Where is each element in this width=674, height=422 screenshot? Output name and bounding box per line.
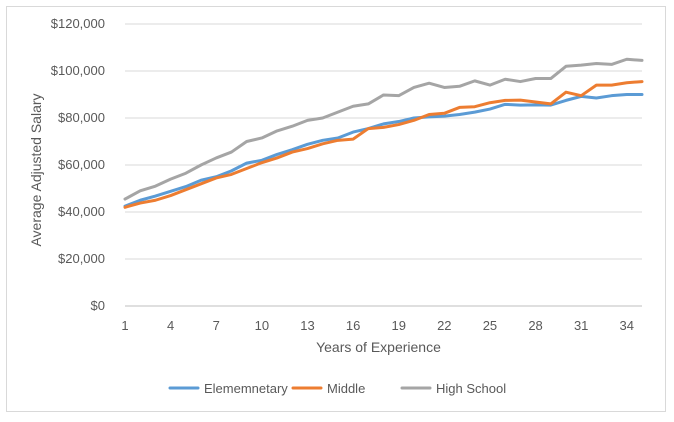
x-tick-label: 28 bbox=[528, 318, 542, 333]
x-tick-label: 1 bbox=[121, 318, 128, 333]
y-tick-label: $0 bbox=[91, 298, 105, 313]
y-tick-label: $100,000 bbox=[51, 63, 105, 78]
x-axis-title: Years of Experience bbox=[316, 339, 441, 355]
x-tick-label: 25 bbox=[483, 318, 497, 333]
x-tick-label: 16 bbox=[346, 318, 360, 333]
legend-label-2: High School bbox=[436, 381, 506, 396]
y-tick-label: $60,000 bbox=[58, 157, 105, 172]
series-line-0 bbox=[123, 93, 644, 208]
y-tick-label: $20,000 bbox=[58, 251, 105, 266]
legend-label-0: Elememnetary bbox=[204, 381, 288, 396]
x-tick-label: 31 bbox=[574, 318, 588, 333]
y-tick-label: $120,000 bbox=[51, 16, 105, 31]
x-tick-label: 19 bbox=[391, 318, 405, 333]
x-tick-label: 10 bbox=[255, 318, 269, 333]
x-tick-label: 34 bbox=[620, 318, 634, 333]
x-tick-label: 22 bbox=[437, 318, 451, 333]
series-line-1 bbox=[123, 80, 644, 209]
x-tick-label: 13 bbox=[300, 318, 314, 333]
y-tick-label: $80,000 bbox=[58, 110, 105, 125]
series-line-2 bbox=[123, 57, 644, 201]
x-tick-label: 7 bbox=[213, 318, 220, 333]
y-tick-label: $40,000 bbox=[58, 204, 105, 219]
y-axis-title: Average Adjusted Salary bbox=[28, 93, 44, 246]
x-tick-label: 4 bbox=[167, 318, 174, 333]
legend-label-1: Middle bbox=[327, 381, 365, 396]
